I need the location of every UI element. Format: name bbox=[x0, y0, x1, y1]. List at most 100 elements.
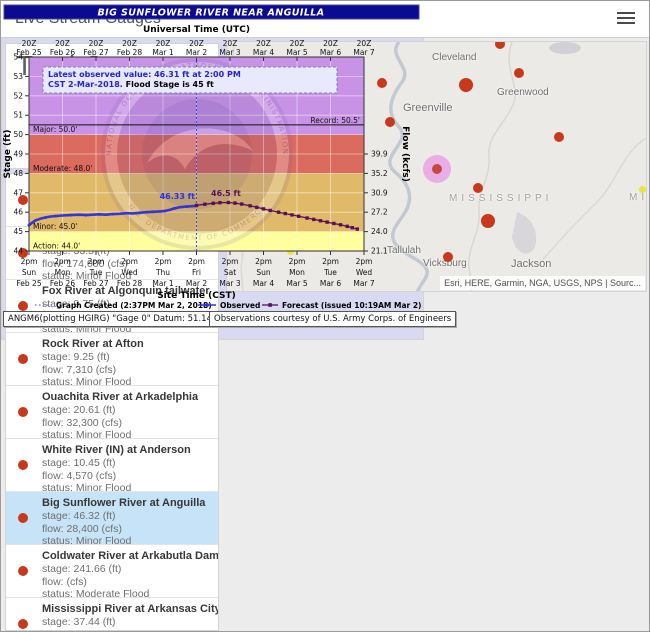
svg-text:Mar 7: Mar 7 bbox=[353, 279, 375, 288]
river-yazoo bbox=[468, 42, 517, 291]
gauge-map-dot[interactable] bbox=[481, 214, 495, 228]
gauge-stage: stage: 46.32 (ft) bbox=[42, 510, 116, 522]
hydrograph-chart: BIG SUNFLOWER RIVER NEAR ANGUILLA Univers… bbox=[3, 4, 422, 310]
svg-text:Mon: Mon bbox=[289, 268, 305, 277]
svg-text:Mar 4: Mar 4 bbox=[253, 48, 275, 57]
svg-text:Record: 50.5': Record: 50.5' bbox=[310, 116, 360, 125]
svg-text:53: 53 bbox=[13, 72, 23, 81]
gauge-flow: flow: 28,400 (cfs) bbox=[42, 522, 122, 535]
gauge-flow: flow: 32,300 (cfs) bbox=[42, 416, 122, 429]
gauge-map-dot[interactable] bbox=[473, 183, 483, 193]
svg-text:Action: 44.0': Action: 44.0' bbox=[33, 242, 80, 251]
gauge-list-item[interactable]: Coldwater River at Arkabutla Dam stage: 2… bbox=[6, 545, 219, 600]
gauge-stage: stage: 9.75 (ft) bbox=[42, 298, 110, 310]
gauge-list-item[interactable]: Big Sunflower River at Anguilla stage: 46… bbox=[6, 492, 218, 547]
svg-text:2pm: 2pm bbox=[54, 257, 71, 266]
svg-text:Mar 5: Mar 5 bbox=[286, 279, 308, 288]
svg-text:50: 50 bbox=[13, 130, 23, 139]
gauge-list-item[interactable]: Mississippi River at Arkansas City stage:… bbox=[6, 598, 218, 631]
svg-text:24.0: 24.0 bbox=[371, 227, 388, 236]
gauge-name: Coldwater River at Arkabutla Dam bbox=[42, 550, 219, 562]
svg-text:Mar 3: Mar 3 bbox=[219, 48, 241, 57]
svg-text:Feb 26: Feb 26 bbox=[50, 48, 75, 57]
svg-text:Mon: Mon bbox=[55, 268, 71, 277]
city-label: Jackson bbox=[511, 258, 552, 270]
lake-shape bbox=[549, 42, 581, 54]
gauge-status: status: Minor Flood bbox=[42, 376, 132, 388]
svg-text:20Z: 20Z bbox=[122, 39, 137, 48]
gauge-flow: flow: (cfs) bbox=[42, 575, 87, 588]
gauge-map-dot[interactable] bbox=[554, 132, 564, 142]
gauge-status-dot bbox=[18, 195, 28, 205]
svg-text:2pm: 2pm bbox=[88, 257, 105, 266]
svg-text:Mar 7: Mar 7 bbox=[353, 48, 375, 57]
svg-text:Flow (kcfs): Flow (kcfs) bbox=[400, 126, 410, 182]
state-label: MISSISSIPPI bbox=[449, 193, 553, 204]
svg-text:46.33 ft: 46.33 ft bbox=[160, 192, 196, 201]
svg-text:Mar 2: Mar 2 bbox=[186, 48, 208, 57]
svg-text:46: 46 bbox=[13, 208, 23, 217]
hamburger-menu-icon[interactable] bbox=[617, 12, 635, 26]
svg-text:44: 44 bbox=[13, 247, 23, 256]
svg-text:Mar 1: Mar 1 bbox=[152, 279, 174, 288]
svg-text:20Z: 20Z bbox=[357, 39, 372, 48]
city-label: Tallulah bbox=[387, 245, 421, 256]
svg-text:Observed: Observed bbox=[220, 301, 260, 310]
svg-text:20Z: 20Z bbox=[55, 39, 70, 48]
svg-text:Feb 27: Feb 27 bbox=[83, 279, 108, 288]
city-label: Greenwood bbox=[497, 87, 549, 98]
svg-text:Sat: Sat bbox=[224, 268, 236, 277]
svg-text:Mar 2: Mar 2 bbox=[186, 279, 208, 288]
gauge-list-item[interactable]: Rock River at Afton stage: 9.25 (ft) flow:… bbox=[6, 333, 218, 388]
svg-text:2pm: 2pm bbox=[155, 257, 172, 266]
svg-text:Mar 5: Mar 5 bbox=[286, 48, 308, 57]
gauge-flow: flow: (cfs) bbox=[42, 629, 214, 631]
gauge-map-dot[interactable] bbox=[385, 117, 395, 127]
gauge-status-dot bbox=[18, 407, 28, 417]
gauge-map-dot[interactable] bbox=[443, 252, 453, 262]
svg-text:2pm: 2pm bbox=[222, 257, 239, 266]
svg-text:2pm: 2pm bbox=[356, 257, 373, 266]
svg-text:Tue: Tue bbox=[89, 268, 103, 277]
svg-text:45: 45 bbox=[13, 227, 23, 236]
svg-text:Wed: Wed bbox=[121, 268, 138, 277]
svg-text:Stage (ft): Stage (ft) bbox=[3, 130, 13, 179]
gauge-map-dot[interactable] bbox=[514, 68, 524, 78]
gauge-list-item[interactable]: White River (IN) at Anderson stage: 10.45… bbox=[6, 439, 218, 494]
svg-text:21.1: 21.1 bbox=[371, 247, 388, 256]
svg-text:20Z: 20Z bbox=[189, 39, 204, 48]
svg-text:Major: 50.0': Major: 50.0' bbox=[33, 125, 77, 134]
gauge-name: Rock River at Afton bbox=[42, 338, 144, 350]
city-label: Vicksburg bbox=[423, 258, 467, 269]
gauge-map-dot[interactable] bbox=[459, 78, 473, 92]
gauge-list-item[interactable]: Ouachita River at Arkadelphia stage: 20.6… bbox=[6, 386, 218, 441]
svg-text:47: 47 bbox=[13, 188, 23, 197]
selected-gauge-dot[interactable] bbox=[432, 164, 442, 174]
svg-text:46.5 ft: 46.5 ft bbox=[211, 189, 241, 198]
svg-text:2pm: 2pm bbox=[255, 257, 272, 266]
gauge-map-dot[interactable] bbox=[638, 185, 646, 193]
svg-text:Site Time (CST): Site Time (CST) bbox=[157, 291, 236, 301]
svg-text:20Z: 20Z bbox=[22, 39, 37, 48]
gauge-status-dot bbox=[18, 354, 28, 364]
svg-text:Latest observed value: 46.31 f: Latest observed value: 46.31 ft at 2:00 … bbox=[48, 70, 241, 79]
svg-text:Mar 6: Mar 6 bbox=[320, 279, 342, 288]
gauge-flow: flow: 4,570 (cfs) bbox=[42, 469, 117, 482]
svg-text:Tue: Tue bbox=[323, 268, 337, 277]
svg-text:CST 2-Mar-2018. Flood Stage is: CST 2-Mar-2018. Flood Stage is 45 ft bbox=[48, 80, 214, 89]
gauge-map-dot[interactable] bbox=[377, 78, 387, 88]
svg-text:20Z: 20Z bbox=[89, 39, 104, 48]
svg-text:Feb 25: Feb 25 bbox=[16, 279, 41, 288]
gauge-status: status: Moderate Flood bbox=[42, 588, 150, 600]
map-attribution: Esri, HERE, Garmin, NGA, USGS, NPS | Sou… bbox=[440, 276, 645, 290]
river-mississippi bbox=[388, 42, 429, 291]
svg-text:Mar 4: Mar 4 bbox=[253, 279, 275, 288]
svg-text:52: 52 bbox=[13, 91, 23, 100]
svg-text:27.2: 27.2 bbox=[371, 208, 388, 217]
gauge-map-dot[interactable] bbox=[495, 42, 505, 49]
svg-text:BIG SUNFLOWER RIVER NEAR ANGUI: BIG SUNFLOWER RIVER NEAR ANGUILLA bbox=[98, 8, 325, 19]
gauge-flow: flow: 174,000 (cfs) bbox=[42, 257, 128, 270]
svg-text:54: 54 bbox=[13, 53, 23, 62]
svg-text:Mar 1: Mar 1 bbox=[152, 48, 174, 57]
svg-text:30.9: 30.9 bbox=[371, 188, 388, 197]
